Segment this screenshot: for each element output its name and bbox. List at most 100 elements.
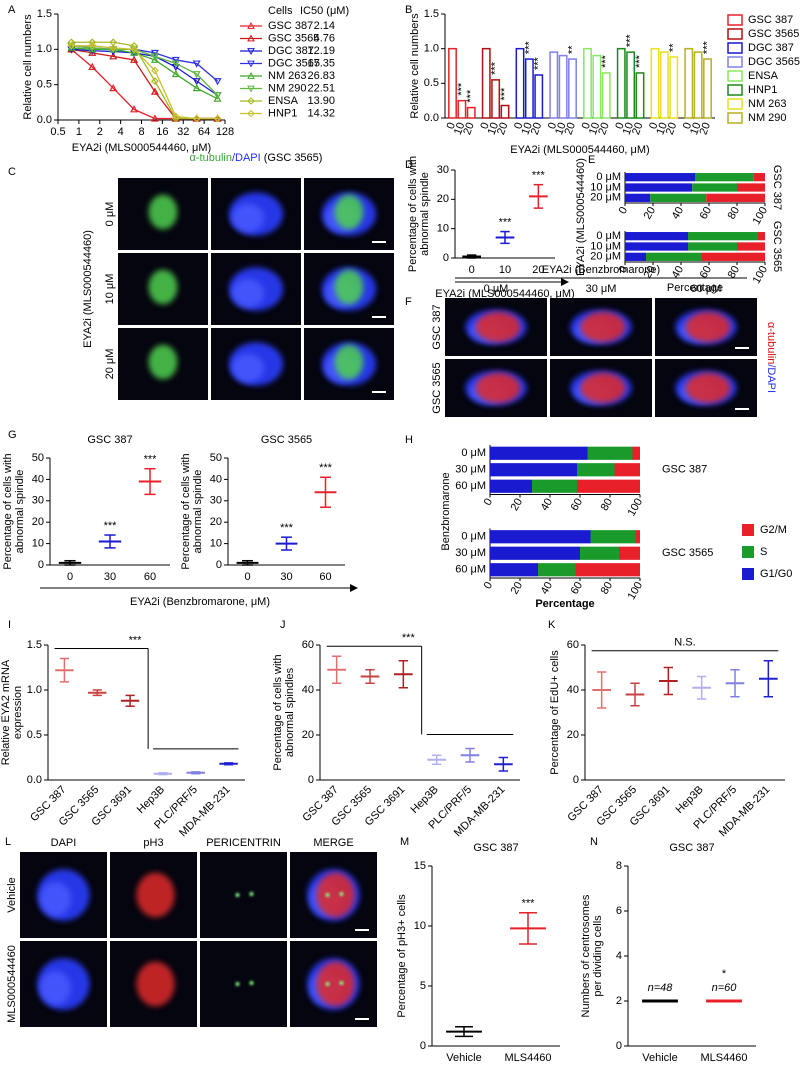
y-tick-label: 10 xyxy=(414,920,426,932)
bar xyxy=(534,74,544,119)
point xyxy=(150,55,159,63)
significance: *** xyxy=(532,170,546,182)
point xyxy=(67,41,76,50)
row-label: GSC 387 xyxy=(431,304,443,349)
panel-letter: H xyxy=(405,434,413,446)
bar xyxy=(626,51,636,119)
legend-label: GSC 387 xyxy=(748,14,793,26)
y-tick-label: 0 μM xyxy=(461,447,486,459)
column-label: DAPI xyxy=(51,837,77,849)
error-bar xyxy=(467,254,477,259)
point xyxy=(192,71,201,79)
x-tick-label: Vehicle xyxy=(446,1052,481,1064)
image-signal xyxy=(235,893,240,897)
x-axis-label: EYA2i (MLS000544460, μM) xyxy=(72,142,211,154)
x-tick-label: 20 xyxy=(509,496,526,513)
bar-segment xyxy=(490,563,538,577)
panel-letter: K xyxy=(548,619,556,631)
y-tick-label: 10 xyxy=(32,538,44,550)
n-label: n=48 xyxy=(648,982,674,994)
legend-swatch xyxy=(727,14,743,26)
y-tick-label: 50 xyxy=(32,452,44,464)
significance: *** xyxy=(522,898,536,910)
y-tick-label: 0 xyxy=(420,1040,426,1052)
y-tick-label: 1.5 xyxy=(424,8,439,20)
y-tick-label: 6 xyxy=(616,905,622,917)
y-tick-label: 2 xyxy=(616,995,622,1007)
column-label: 0 μM xyxy=(484,283,509,295)
x-tick-label: 40 xyxy=(670,205,687,222)
bar-segment xyxy=(490,463,577,477)
y-axis-label: Percentage of cells with xyxy=(2,453,14,569)
y-tick-label: 60 xyxy=(302,639,314,651)
x-tick-label: MLS4460 xyxy=(700,1052,747,1064)
bar xyxy=(448,47,457,119)
bar xyxy=(549,51,559,119)
significance: *** xyxy=(319,462,333,474)
image-signal xyxy=(334,269,364,305)
legend-swatch xyxy=(742,568,754,580)
row-label: 10 μM xyxy=(104,274,116,305)
y-tick-label: 60 μM xyxy=(455,564,486,576)
panel-letter: D xyxy=(405,159,413,171)
y-tick-label: 0 xyxy=(308,774,314,786)
x-tick-label: 80 xyxy=(599,496,616,513)
point xyxy=(192,60,201,68)
x-tick-label: 20 xyxy=(596,121,611,137)
group-label: GSC 3565 xyxy=(771,221,783,272)
bar-segment xyxy=(753,173,765,182)
bar xyxy=(481,47,491,119)
x-tick-label: 32 xyxy=(177,126,189,138)
x-tick-label: Hep3B xyxy=(135,784,167,816)
point xyxy=(213,92,222,100)
legend-label: NM 290 xyxy=(268,82,307,94)
bar xyxy=(669,56,679,119)
bar xyxy=(684,47,694,119)
legend-label: DGC 3565 xyxy=(748,56,800,68)
panel-letter: M xyxy=(400,836,409,848)
y-axis-label: abnormal spindle xyxy=(192,470,204,554)
image-signal xyxy=(475,372,521,404)
y-axis-label: Relative cell numbers xyxy=(22,14,34,120)
bar-segment xyxy=(737,183,765,192)
bar-segment xyxy=(702,252,765,261)
legend-swatch xyxy=(727,56,743,68)
y-tick-label: 10 xyxy=(210,538,222,550)
image-signal xyxy=(475,311,521,343)
x-tick-label: 80 xyxy=(599,580,616,597)
series-line xyxy=(71,47,218,100)
y-tick-label: 1.0 xyxy=(424,43,439,55)
error-bar xyxy=(242,559,253,566)
error-bar xyxy=(498,756,508,772)
x-tick-label: 0 xyxy=(613,121,626,131)
ic50-label: 4.76 xyxy=(314,32,335,44)
bar-segment xyxy=(650,193,707,202)
y-tick-label: 10 xyxy=(437,223,449,235)
x-tick-label: 80 xyxy=(726,205,743,222)
point xyxy=(192,114,201,123)
bar-segment xyxy=(646,252,702,261)
y-tick-label: 5 xyxy=(420,980,426,992)
bar-segment xyxy=(580,546,619,560)
x-tick-label: 0 xyxy=(244,571,250,583)
x-tick-label: 0 xyxy=(647,121,660,131)
bar xyxy=(524,58,534,119)
x-tick-label: 0 xyxy=(617,205,630,216)
panel-letter: C xyxy=(8,166,16,178)
panel-letter: N xyxy=(590,836,598,848)
point xyxy=(130,105,139,113)
bar xyxy=(466,106,476,119)
x-tick-label: 10 xyxy=(486,121,501,137)
significance: * xyxy=(722,968,727,980)
legend-swatch xyxy=(727,28,743,40)
legend-label: S xyxy=(760,546,767,558)
y-axis-label: Relative cell numbers xyxy=(409,13,421,119)
image-signal xyxy=(334,194,364,230)
error-bar xyxy=(763,660,773,698)
x-tick-label: 100 xyxy=(626,496,646,518)
x-axis-label: EYA2i (MLS000544460, μM) xyxy=(435,288,574,300)
y-axis-label: Benzbromarone xyxy=(440,472,452,550)
side-label-part: /DAPI xyxy=(765,364,777,393)
bar-segment xyxy=(688,242,737,251)
chart-title: GSC 387 xyxy=(669,842,714,854)
